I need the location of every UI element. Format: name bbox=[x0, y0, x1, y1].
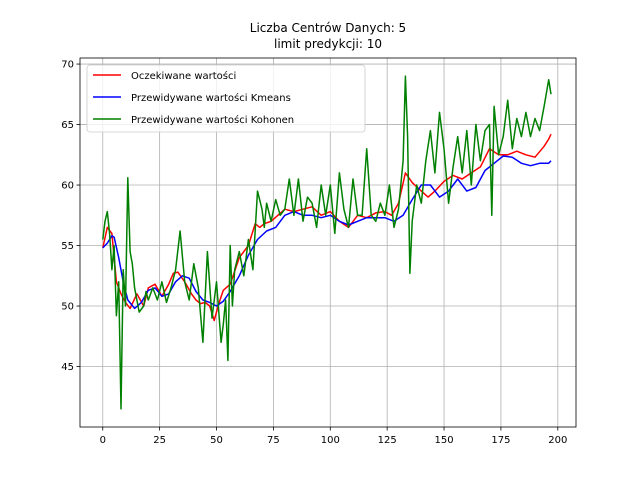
x-tick-label: 25 bbox=[153, 435, 166, 446]
chart-title: Liczba Centrów Danych: 5 bbox=[250, 21, 406, 35]
x-tick-label: 100 bbox=[321, 435, 340, 446]
x-tick-label: 75 bbox=[267, 435, 280, 446]
axes-frame bbox=[79, 57, 577, 428]
series-line-3 bbox=[102, 75, 552, 410]
series-group bbox=[102, 75, 552, 410]
y-tick-label: 65 bbox=[61, 120, 74, 131]
legend-box bbox=[86, 64, 366, 133]
legend-label-3: Przewidywane wartości Kohonen bbox=[131, 114, 294, 126]
x-tick-label: 0 bbox=[100, 435, 106, 446]
y-tick-label: 50 bbox=[61, 302, 74, 313]
y-tick-label: 60 bbox=[61, 181, 74, 192]
series-line-2 bbox=[102, 155, 552, 310]
x-tick-label: 125 bbox=[378, 435, 397, 446]
legend-label-2: Przewidywane wartości Kmeans bbox=[131, 92, 291, 104]
ticks: 0 25 50 75 100 125 150 175 200 45 50 55 60 65 70 bbox=[61, 60, 567, 446]
y-tick-label: 70 bbox=[61, 60, 74, 71]
y-tick-label: 45 bbox=[61, 362, 74, 373]
x-tick-label: 175 bbox=[491, 435, 510, 446]
legend: Oczekiwane wartości Przewidywane wartości… bbox=[86, 64, 366, 133]
y-tick-label: 55 bbox=[61, 241, 74, 252]
x-tick-label: 150 bbox=[434, 435, 453, 446]
x-tick-label: 50 bbox=[210, 435, 223, 446]
legend-label-1: Oczekiwane wartości bbox=[131, 70, 236, 82]
x-tick-label: 200 bbox=[548, 435, 567, 446]
chart-subtitle: limit predykcji: 10 bbox=[274, 37, 382, 51]
